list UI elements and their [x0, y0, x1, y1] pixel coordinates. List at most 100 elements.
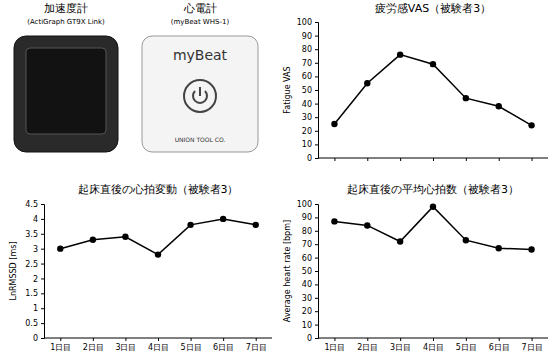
data-line [60, 219, 255, 255]
x-tick [400, 158, 401, 161]
tick-mark [191, 338, 192, 341]
tick-label: 60 [302, 254, 312, 263]
device-label: 心電計 [183, 2, 217, 15]
tick-label: 100 [297, 200, 312, 209]
y-tick: 60 [302, 254, 318, 263]
data-point [496, 245, 502, 251]
chart: 起床直後の心拍変動（被験者3）00.511.522.533.544.51日目2日… [9, 183, 272, 352]
plot-marks [331, 203, 535, 252]
data-point [397, 51, 403, 57]
tick-mark [466, 338, 467, 341]
tick-label: 70 [302, 59, 312, 68]
tick-label: 5日目 [456, 343, 477, 352]
data-point [364, 80, 370, 86]
tick-mark [158, 338, 159, 341]
data-point [331, 121, 337, 127]
x-tick: 6日目 [213, 338, 234, 352]
tick-mark [433, 158, 434, 161]
chart-title: 起床直後の心拍変動（被験者3） [78, 183, 239, 196]
tick-label: 6日目 [213, 343, 234, 352]
device-model: (ActiGraph GT9X Link) [27, 18, 105, 26]
tick-mark [315, 63, 318, 64]
tick-mark [41, 278, 44, 279]
tick-label: 2.5 [25, 260, 38, 269]
y-tick: 100 [297, 18, 318, 27]
x-tick: 2日目 [357, 338, 378, 352]
x-tick: 3日目 [115, 338, 136, 352]
tick-label: 100 [297, 18, 312, 27]
plot-marks [331, 51, 535, 128]
x-axis: 1日目2日目3日目4日目5日目6日目7日目 [318, 338, 548, 352]
device-maker: UNION TOOL CO. [175, 136, 226, 143]
device-screen [26, 48, 106, 134]
tick-label: 40 [302, 100, 312, 109]
chart: 起床直後の平均心拍数（被験者3）01020304050607080901001日… [283, 183, 548, 352]
tick-mark [41, 264, 44, 265]
tick-label: 0 [307, 154, 312, 163]
y-tick: 50 [302, 86, 318, 95]
y-tick: 40 [302, 100, 318, 109]
x-tick: 7日目 [246, 338, 267, 352]
x-tick: 2日目 [83, 338, 104, 352]
tick-label: 50 [302, 86, 312, 95]
tick-mark [256, 338, 257, 341]
tick-mark [315, 76, 318, 77]
tick-label: 90 [302, 213, 312, 222]
tick-label: 0 [307, 334, 312, 343]
device: 心電計(myBeat WHS-1)myBeatUNION TOOL CO. [142, 2, 258, 152]
tick-label: 10 [302, 140, 312, 149]
tick-mark [93, 338, 94, 341]
x-tick: 4日目 [423, 338, 444, 352]
device-body [14, 36, 118, 152]
tick-label: 90 [302, 32, 312, 41]
device: 加速度計 (ActiGraph GT9X Link) [14, 2, 118, 152]
y-tick: 0 [33, 334, 44, 343]
tick-label: 4.5 [25, 200, 38, 209]
axis-line [41, 205, 45, 339]
tick-mark [315, 244, 318, 245]
tick-label: 4日目 [148, 343, 169, 352]
device-body [142, 36, 258, 152]
y-tick: 100 [297, 200, 318, 209]
tick-label: 4日目 [423, 343, 444, 352]
tick-mark [41, 249, 44, 250]
tick-mark [315, 271, 318, 272]
chart: 疲労感VAS（被験者3）0102030405060708090100Fatigu… [283, 2, 548, 163]
power-icon [193, 87, 207, 103]
data-point [122, 234, 128, 240]
x-tick: 1日目 [50, 338, 71, 352]
tick-mark [499, 338, 500, 341]
tick-mark [315, 144, 318, 145]
x-tick: 3日目 [390, 338, 411, 352]
y-tick: 1 [33, 304, 44, 313]
y-tick: 1.5 [25, 289, 44, 298]
tick-label: 1 [33, 304, 38, 313]
data-point [463, 237, 469, 243]
tick-mark [315, 311, 318, 312]
tick-mark [315, 131, 318, 132]
tick-label: 40 [302, 280, 312, 289]
tick-mark [315, 49, 318, 50]
tick-label: 7日目 [522, 343, 543, 352]
tick-mark [125, 338, 126, 341]
tick-mark [315, 338, 318, 339]
chart-title: 疲労感VAS（被験者3） [375, 2, 491, 15]
y-tick: 30 [302, 294, 318, 303]
axis-line [315, 23, 319, 159]
tick-mark [315, 204, 318, 205]
tick-mark [400, 338, 401, 341]
tick-mark [41, 293, 44, 294]
tick-mark [315, 117, 318, 118]
tick-mark [334, 338, 335, 341]
data-point [364, 222, 370, 228]
y-tick: 0 [307, 154, 318, 163]
data-point [430, 61, 436, 67]
tick-label: 70 [302, 240, 312, 249]
device-label: 加速度計 [44, 2, 88, 15]
tick-mark [315, 325, 318, 326]
data-point [220, 216, 226, 222]
tick-mark [315, 217, 318, 218]
tick-label: 30 [302, 294, 312, 303]
data-point [528, 122, 534, 128]
power-button [184, 80, 216, 112]
